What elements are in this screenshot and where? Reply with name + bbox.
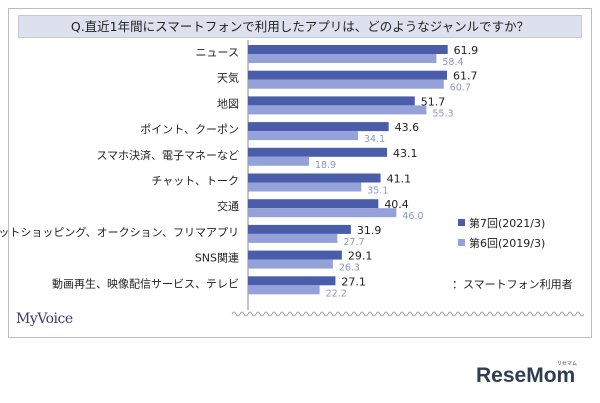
data-label-series-1: 40.4 [384,198,409,211]
bar-series-2 [248,79,444,89]
bar-series-2 [248,156,309,166]
data-label-series-1: 61.7 [453,70,478,83]
bar-series-2 [248,182,362,192]
data-label-series-2: 26.3 [339,263,360,274]
bar-series-2 [248,105,427,115]
bar-series-1 [248,276,336,286]
chart-title: Q.直近1年間にスマートフォンで利用したアプリは、どのようなジャンルですか？ [18,15,582,38]
bar-series-1 [248,173,381,183]
category-label: 動画再生、映像配信サービス、テレビ [52,276,239,290]
axis-break-line [231,311,585,317]
bar-series-2 [248,259,333,269]
bar-series-2 [248,233,338,243]
bar-series-1 [248,45,448,54]
data-label-series-2: 58.4 [442,57,463,68]
data-label-series-1: 43.1 [393,147,418,160]
data-label-series-2: 55.3 [432,108,453,119]
data-label-series-2: 60.7 [450,83,471,94]
bar-series-1 [248,147,388,157]
data-label-series-2: 35.1 [367,186,388,197]
bar-series-1 [248,122,389,132]
resemom-logo-sub: リセマム [557,361,578,367]
data-label-series-2: 22.2 [326,288,347,299]
data-label-series-1: 41.1 [387,173,412,186]
category-label: ニュース [196,46,239,59]
data-label-series-2: 27.7 [343,237,364,248]
bar-series-1 [248,96,415,106]
bar-series-1 [248,224,351,234]
data-label-series-1: 29.1 [348,250,373,263]
category-label: ポイント、クーポン [140,123,239,136]
myvoice-logo: MyVoice [16,311,73,327]
legend-label: 第6回(2019/3) [469,236,545,250]
bar-series-1 [248,199,379,209]
bar-series-2 [248,285,320,295]
bar-series-1 [248,70,448,80]
data-label-series-1: 61.9 [454,44,479,57]
legend-label: 第7回(2021/3) [469,216,545,230]
data-label-series-2: 18.9 [315,160,336,171]
bar-series-2 [248,131,358,141]
data-label-series-1: 43.6 [395,121,420,134]
data-label-series-1: 27.1 [341,275,366,288]
category-label: ネットショッピング、オークション、フリマアプリ [0,225,239,239]
category-label: チャット、トーク [151,175,239,188]
category-label: 交通 [217,199,239,213]
legend-swatch [458,239,465,246]
bar-series-1 [248,250,342,260]
data-label-series-2: 46.0 [402,211,423,222]
data-label-series-1: 31.9 [357,224,382,237]
category-label: SNS関連 [195,251,239,265]
legend-note: ：スマートフォン利用者 [452,278,573,291]
legend-swatch [458,219,465,226]
category-label: 天気 [217,71,239,85]
bar-series-2 [248,54,437,63]
resemom-logo: ReseMom [476,364,576,387]
data-label-series-1: 51.7 [421,95,446,108]
category-label: 地図 [217,97,239,110]
bar-series-2 [248,208,397,218]
data-label-series-2: 34.1 [364,134,385,145]
category-label: スマホ決済、電子マネーなど [96,148,239,162]
